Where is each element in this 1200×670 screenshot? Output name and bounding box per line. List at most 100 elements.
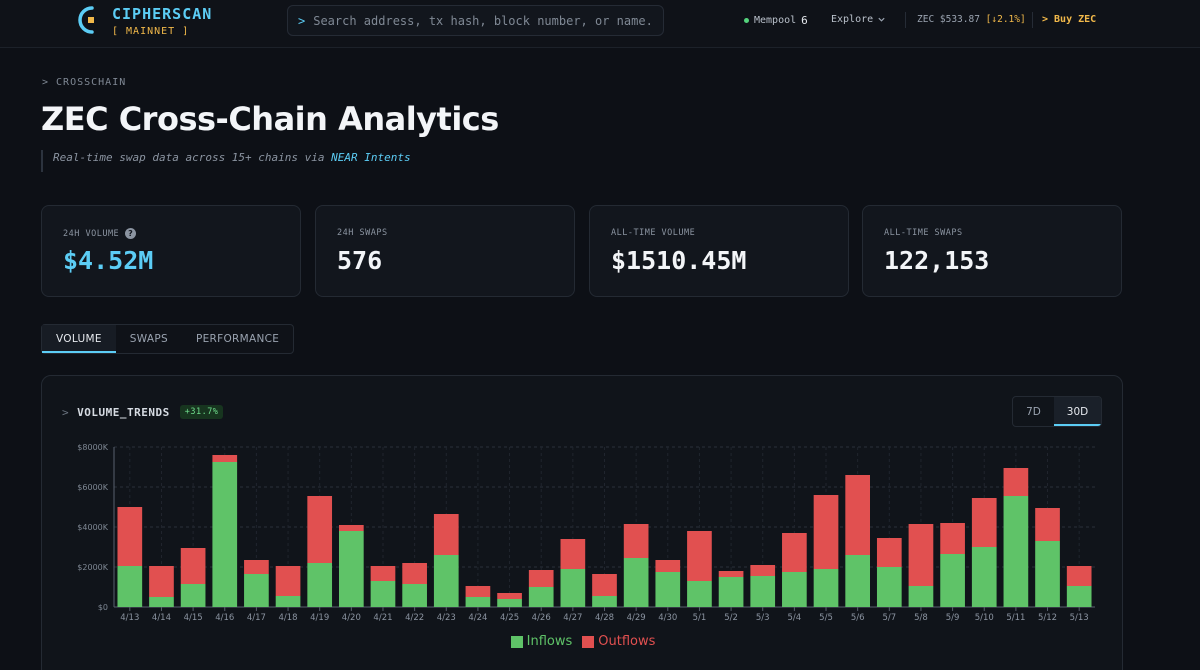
x-tick-label: 4/28 — [595, 613, 614, 623]
stat-label: 24H VOLUME ? — [63, 228, 137, 239]
chevron-down-icon — [878, 17, 885, 22]
stat-card-24h-volume: 24H VOLUME ? $4.52M — [41, 205, 301, 297]
x-tick-label: 4/17 — [247, 613, 266, 623]
x-tick-label: 5/8 — [914, 613, 928, 623]
zec-price: ZEC $533.87 [↓2.1%] — [917, 14, 1026, 25]
search-prompt-icon: > — [298, 13, 306, 28]
x-tick-label: 5/1 — [693, 613, 707, 623]
search-input[interactable] — [313, 13, 654, 28]
stat-card-all-time-swaps: ALL-TIME SWAPS 122,153 — [862, 205, 1122, 297]
range-30d-button[interactable]: 30D — [1054, 397, 1101, 426]
legend-item-outflows[interactable]: Outflows — [582, 634, 655, 649]
x-tick-label: 5/11 — [1006, 613, 1025, 623]
mempool-indicator[interactable]: Mempool 6 — [744, 14, 808, 27]
stat-card-all-time-volume: ALL-TIME VOLUME $1510.45M — [589, 205, 849, 297]
bar-outflow — [275, 566, 301, 596]
tab-volume[interactable]: VOLUME — [42, 325, 116, 353]
stat-label-text: ALL-TIME VOLUME — [611, 228, 696, 238]
bar-outflow — [623, 524, 649, 558]
bar-outflow — [212, 455, 238, 462]
explore-menu[interactable]: Explore — [831, 14, 886, 25]
cipherscan-logo-icon[interactable] — [74, 4, 98, 36]
page-title: ZEC Cross-Chain Analytics — [41, 100, 499, 138]
bar-outflow — [687, 531, 712, 581]
bar-outflow — [750, 565, 776, 576]
breadcrumb: > CROSSCHAIN — [42, 77, 127, 88]
bar-outflow — [528, 570, 554, 587]
bar-outflow — [338, 525, 364, 531]
legend-swatch-inflows — [510, 635, 523, 648]
tab-performance[interactable]: PERFORMANCE — [195, 333, 280, 345]
bar-outflow — [971, 498, 997, 547]
bar-inflow — [782, 572, 807, 607]
bar-inflow — [876, 567, 902, 607]
bar-outflow — [845, 475, 871, 555]
range-selector: 7D 30D — [1012, 396, 1102, 427]
bar-outflow — [940, 523, 965, 554]
change-badge: +31.7% — [179, 405, 224, 419]
buy-zec-button[interactable]: > Buy ZEC — [1042, 14, 1097, 25]
bar-inflow — [433, 555, 459, 607]
legend-label-inflows: Inflows — [526, 634, 573, 649]
bar-outflow — [560, 539, 586, 569]
chart-legend: Inflows Outflows — [42, 634, 1124, 649]
stat-label-text: ALL-TIME SWAPS — [884, 228, 963, 238]
x-tick-label: 5/13 — [1070, 613, 1089, 623]
help-icon[interactable]: ? — [125, 228, 137, 239]
bar-inflow — [1066, 586, 1092, 607]
tab-swaps[interactable]: SWAPS — [129, 333, 168, 345]
near-intents-link[interactable]: NEAR Intents — [331, 151, 411, 164]
bar-outflow — [117, 507, 143, 566]
analytics-tabs: VOLUME SWAPS PERFORMANCE — [41, 324, 295, 354]
bar-outflow — [876, 538, 902, 567]
bar-inflow — [813, 569, 839, 607]
explore-label: Explore — [831, 14, 874, 25]
bar-outflow — [307, 496, 333, 563]
x-tick-label: 4/15 — [184, 613, 203, 623]
network-badge: [ MAINNET ] — [112, 26, 190, 37]
bar-outflow — [1003, 468, 1029, 496]
x-tick-label: 4/25 — [500, 613, 519, 623]
brand-name[interactable]: CIPHERSCAN — [112, 5, 213, 23]
stat-card-24h-swaps: 24H SWAPS 576 — [315, 205, 575, 297]
bar-outflow — [465, 586, 491, 597]
x-tick-label: 5/9 — [946, 613, 960, 623]
bar-inflow — [718, 577, 744, 607]
status-dot-icon — [744, 18, 749, 23]
bar-inflow — [845, 555, 871, 607]
bar-inflow — [465, 597, 491, 607]
range-7d-button[interactable]: 7D — [1026, 406, 1041, 418]
bar-inflow — [687, 581, 712, 607]
bar-outflow — [497, 593, 522, 599]
bar-inflow — [212, 462, 238, 607]
bar-outflow — [149, 566, 174, 597]
mempool-label: Mempool — [754, 15, 797, 26]
search-bar[interactable]: > — [287, 5, 664, 36]
panel-title-text: VOLUME_TRENDS — [77, 405, 170, 419]
bar-outflow — [592, 574, 617, 596]
x-tick-label: 4/14 — [152, 613, 171, 623]
bar-inflow — [971, 547, 997, 607]
bar-inflow — [940, 554, 965, 607]
bar-inflow — [338, 531, 364, 607]
legend-item-inflows[interactable]: Inflows — [510, 634, 573, 649]
mempool-count: 6 — [801, 14, 808, 27]
bar-outflow — [244, 560, 269, 574]
zec-price-value: ZEC $533.87 — [917, 14, 980, 25]
bar-inflow — [655, 572, 681, 607]
bar-inflow — [275, 596, 301, 607]
panel-prompt: > — [62, 405, 70, 419]
x-tick-label: 5/3 — [756, 613, 770, 623]
y-tick-label: $0 — [98, 603, 108, 612]
x-tick-label: 4/19 — [310, 613, 329, 623]
volume-chart: $0 $2000K $4000K $6000K $8000K 4/13 4/14 4/15 4/… — [77, 443, 1095, 623]
x-tick-label: 5/2 — [724, 613, 738, 623]
stat-value: 576 — [337, 246, 383, 275]
divider — [905, 12, 906, 28]
top-bar: CIPHERSCAN [ MAINNET ] > Mempool 6 Explo… — [0, 0, 1200, 48]
bar-outflow — [370, 566, 396, 581]
bar-inflow — [307, 563, 333, 607]
x-tick-label: 4/26 — [532, 613, 551, 623]
stat-label: ALL-TIME SWAPS — [884, 228, 963, 238]
bar-inflow — [497, 599, 522, 607]
